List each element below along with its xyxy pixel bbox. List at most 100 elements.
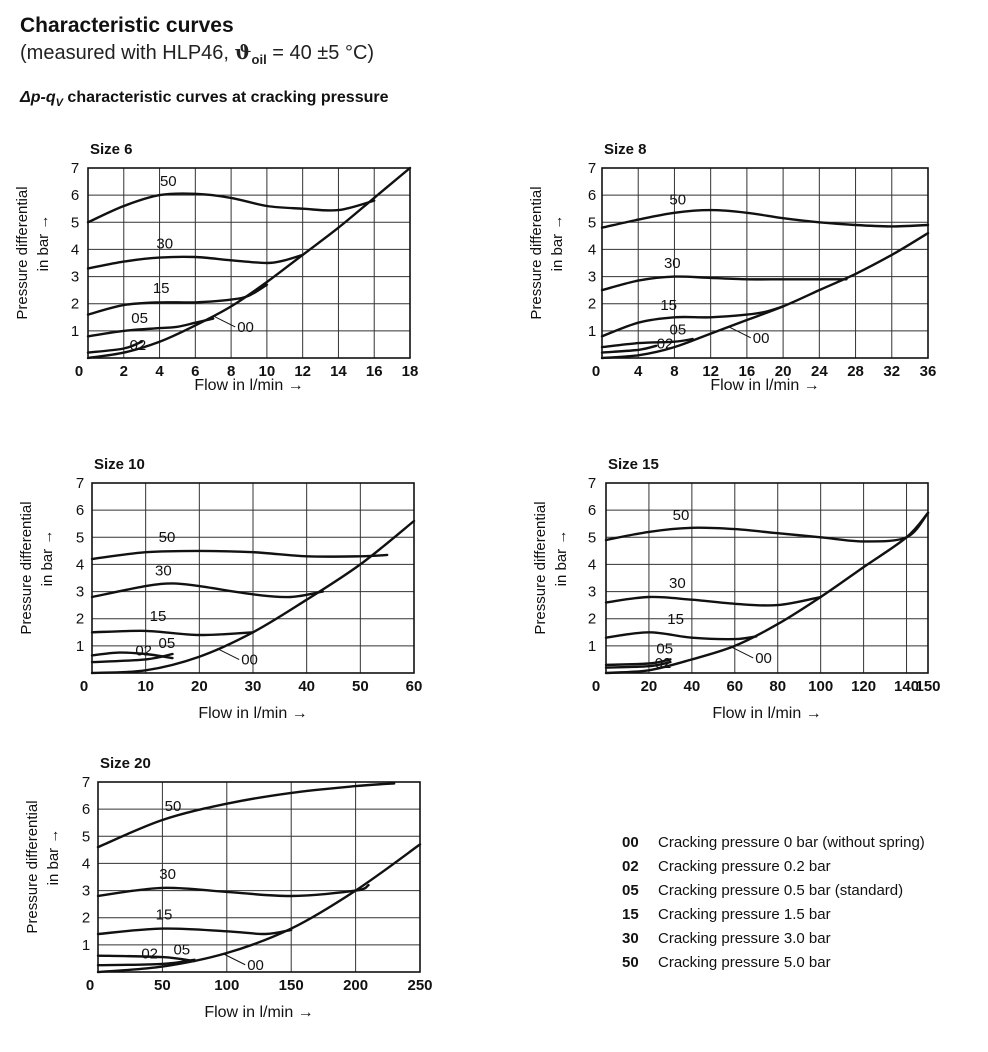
label-leader	[730, 646, 754, 659]
x-axis-label: Flow in l/min →	[710, 377, 819, 394]
x-tick-label: 100	[214, 977, 239, 994]
y-tick-label: 2	[588, 296, 596, 313]
x-tick-label: 0	[592, 678, 600, 695]
y-tick-label: 4	[82, 855, 90, 872]
x-tick-label: 120	[851, 678, 876, 695]
legend-code: 30	[622, 930, 639, 947]
x-tick-label: 4	[634, 363, 643, 380]
x-tick-label: 32	[883, 363, 900, 380]
y-tick-label: 4	[588, 241, 596, 258]
series-line-50	[86, 192, 376, 224]
y-tick-label: 7	[76, 475, 84, 492]
series-line-00	[90, 519, 416, 675]
label-leader	[216, 648, 240, 661]
series-line-15	[96, 927, 293, 936]
legend-code: 00	[622, 834, 639, 851]
label-leader	[222, 953, 246, 966]
series-line-50	[600, 208, 930, 229]
plot-frame	[601, 167, 929, 359]
y-tick-label: 1	[82, 937, 90, 954]
y-tick-label: 7	[588, 475, 596, 492]
series-line-02	[96, 954, 196, 963]
series-line-00	[604, 511, 930, 675]
legend-text: Cracking pressure 1.5 bar	[658, 906, 831, 923]
x-axis-label: Flow in l/min →	[712, 705, 821, 722]
y-axis-label: Pressure differential	[14, 186, 31, 319]
y-tick-label: 1	[71, 323, 79, 340]
series-line-15	[90, 629, 255, 637]
legend-text: Cracking pressure 3.0 bar	[658, 930, 831, 947]
x-tick-label: 140	[894, 678, 919, 695]
y-axis-label: in bar →	[45, 829, 62, 886]
y-tick-label: 3	[588, 269, 596, 286]
x-tick-label: 28	[847, 363, 864, 380]
series-line-15	[604, 631, 758, 641]
theta-subscript: oil	[251, 52, 267, 67]
series-line-05	[604, 658, 672, 667]
y-tick-label: 3	[76, 584, 84, 601]
legend-row: 02 Cracking pressure 0.2 bar	[622, 857, 925, 881]
y-axis-label: Pressure differential	[528, 186, 545, 319]
x-tick-label: 250	[407, 977, 432, 994]
y-tick-label: 5	[588, 214, 596, 231]
y-tick-label: 3	[82, 883, 90, 900]
theta-symbol: ϑ	[234, 40, 252, 64]
legend-row: 50 Cracking pressure 5.0 bar	[622, 953, 925, 977]
y-tick-label: 5	[588, 529, 596, 546]
subtitle-suffix: = 40 ±5 °C)	[266, 42, 375, 64]
page-subtitle: (measured with HLP46, ϑoil = 40 ±5 °C)	[20, 40, 374, 67]
series-label: 02	[141, 946, 158, 963]
series-line-30	[86, 253, 304, 270]
y-axis-label: in bar →	[553, 530, 570, 587]
series-label: 50	[673, 507, 690, 524]
x-tick-label: 0	[75, 363, 83, 380]
series-line-30	[604, 595, 822, 607]
x-tick-label: 16	[366, 363, 383, 380]
series-label: 05	[173, 942, 190, 959]
legend-row: 00 Cracking pressure 0 bar (without sprin…	[622, 833, 925, 857]
y-tick-label: 4	[588, 556, 596, 573]
series-label: 00	[755, 650, 772, 667]
chart-title: Size 6	[90, 141, 133, 158]
x-tick-label: 6	[191, 363, 199, 380]
x-axis-label: Flow in l/min →	[204, 1004, 313, 1021]
x-tick-label: 40	[684, 678, 701, 695]
legend: 00 Cracking pressure 0 bar (without sprin…	[622, 833, 925, 977]
y-axis-label: Pressure differential	[18, 501, 35, 634]
series-line-02	[600, 344, 658, 354]
series-line-00	[600, 231, 930, 360]
page-title: Characteristic curves	[20, 14, 234, 37]
plot-frame	[605, 482, 929, 674]
series-label: 02	[135, 642, 152, 659]
y-tick-label: 5	[71, 214, 79, 231]
legend-row: 30 Cracking pressure 3.0 bar	[622, 929, 925, 953]
y-axis-label: Pressure differential	[24, 800, 41, 933]
y-tick-label: 5	[76, 529, 84, 546]
y-tick-label: 6	[588, 502, 596, 519]
series-label: 30	[155, 563, 172, 580]
series-label: 50	[160, 173, 177, 190]
y-tick-label: 1	[588, 638, 596, 655]
series-label: 05	[159, 635, 176, 652]
x-tick-label: 36	[920, 363, 937, 380]
series-label: 05	[131, 310, 148, 327]
series-label: 50	[159, 529, 176, 546]
y-tick-label: 6	[76, 502, 84, 519]
series-label: 15	[153, 280, 170, 297]
plot-frame	[91, 482, 415, 674]
label-leader	[212, 315, 236, 328]
x-tick-label: 24	[811, 363, 828, 380]
series-line-50	[604, 511, 930, 543]
y-tick-label: 7	[588, 160, 596, 177]
series-line-02	[90, 651, 174, 660]
legend-code: 50	[622, 954, 639, 971]
y-axis-label: in bar →	[549, 215, 566, 272]
x-tick-label: 10	[137, 678, 154, 695]
x-tick-label: 14	[330, 363, 347, 380]
series-line-05	[90, 652, 174, 664]
y-tick-label: 7	[82, 774, 90, 791]
x-tick-label: 60	[726, 678, 743, 695]
